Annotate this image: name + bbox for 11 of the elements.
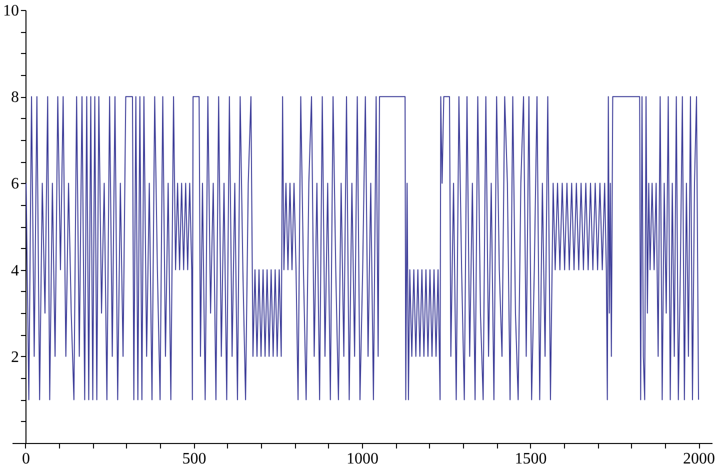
- y-tick-label: 4: [10, 262, 19, 280]
- y-tick-label: 10: [2, 2, 19, 20]
- x-tick-label: 1500: [514, 450, 547, 468]
- line-series: [26, 96, 700, 400]
- x-tick-label: 0: [22, 450, 30, 468]
- y-tick-label: 8: [10, 89, 19, 106]
- x-tick-label: 500: [182, 450, 206, 468]
- y-tick-label: 2: [10, 348, 19, 366]
- x-tick-label: 1000: [346, 450, 378, 468]
- y-tick-label: 6: [10, 176, 19, 193]
- x-tick-label: 2000: [683, 450, 716, 468]
